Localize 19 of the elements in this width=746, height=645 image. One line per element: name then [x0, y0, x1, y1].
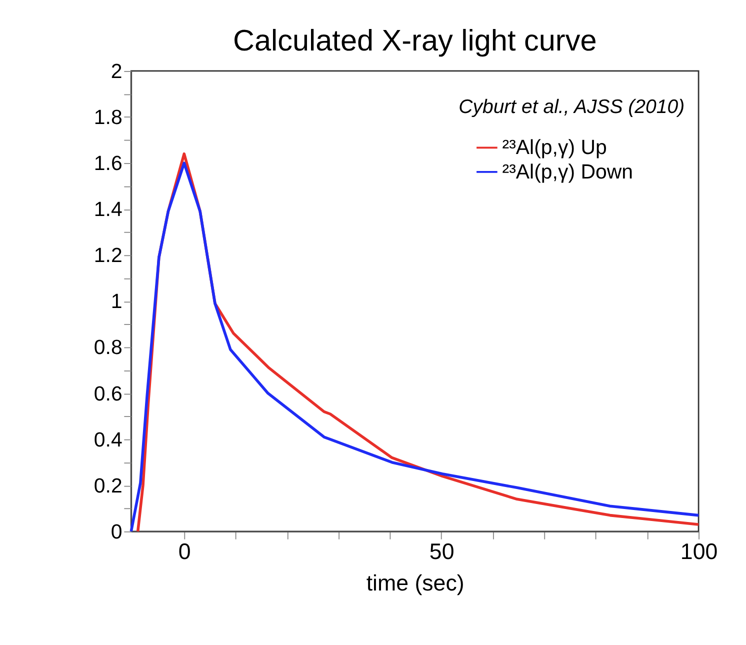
- y-tick-label: 1.2: [94, 244, 122, 268]
- y-tick-label: 0.6: [94, 382, 122, 406]
- y-tick-label: 1.8: [94, 106, 122, 129]
- y-tick-label: 0.2: [94, 474, 122, 498]
- legend-label: ²³Al(p,γ) Down: [502, 160, 633, 184]
- y-tick-label: 1.6: [94, 152, 122, 176]
- y-tick-label: 1.4: [94, 198, 122, 222]
- annotation: Cyburt et al., AJSS (2010): [458, 96, 685, 118]
- y-tick-label: 0.4: [94, 428, 122, 452]
- y-tick-label: 2: [110, 60, 122, 83]
- chart-title: Calculated X-ray light curve: [232, 24, 597, 58]
- x-tick-label: 50: [429, 538, 454, 564]
- y-tick-label: 0: [110, 520, 122, 544]
- legend-label: ²³Al(p,γ) Up: [502, 136, 607, 160]
- y-tick-label: 1: [110, 290, 122, 314]
- y-tick-label: 0.8: [94, 336, 122, 360]
- x-axis-title: time (sec): [366, 570, 464, 596]
- x-tick-label: 0: [178, 538, 191, 564]
- x-tick-label: 100: [680, 538, 718, 564]
